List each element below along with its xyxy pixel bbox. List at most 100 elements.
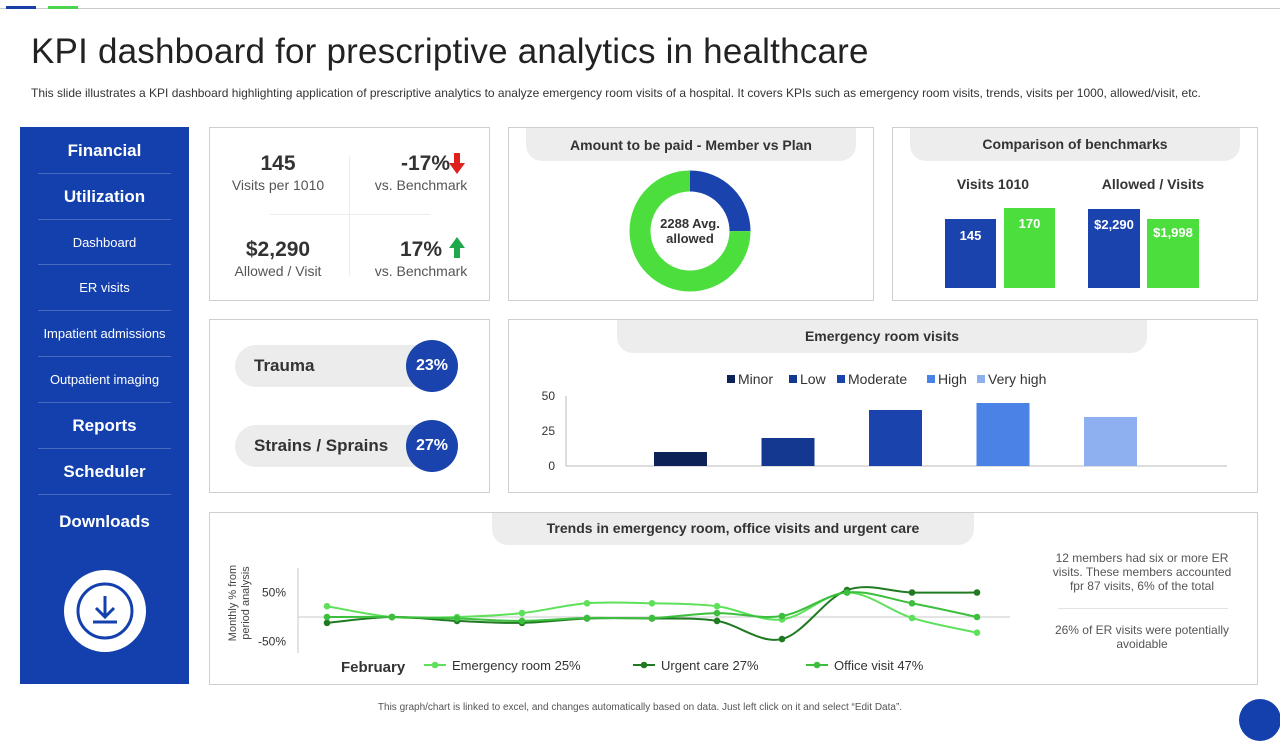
data-point: [453, 615, 461, 622]
y-tick-label: 0: [548, 459, 555, 473]
arrow-down-icon: [449, 153, 465, 174]
legend-swatch: [789, 375, 797, 383]
legend-label: High: [938, 371, 967, 387]
data-point: [973, 613, 981, 621]
y-axis-label: Monthly % fromperiod analysis: [227, 565, 252, 641]
data-point: [583, 599, 591, 607]
benchmark-bar: [1088, 209, 1140, 288]
y-tick-label: -50%: [258, 635, 286, 649]
legend-label: Very high: [988, 371, 1046, 387]
legend-label: Office visit 47%: [834, 658, 924, 673]
legend-label: Minor: [738, 371, 773, 387]
legend-label: Emergency room 25%: [452, 658, 581, 673]
sidebar-item-financial[interactable]: Financial: [67, 141, 142, 160]
data-point: [648, 614, 656, 622]
benchmarks-title: Comparison of benchmarks: [910, 128, 1240, 161]
donut-title: Amount to be paid - Member vs Plan: [526, 128, 856, 161]
data-point: [648, 599, 656, 607]
legend-swatch: [837, 375, 845, 383]
kpi-allowed-change: 17%: [399, 238, 442, 261]
data-point: [973, 589, 981, 596]
download-button[interactable]: [64, 570, 146, 652]
kpi-visits-change-label: vs. Benchmark: [374, 177, 468, 193]
legend-swatch: [727, 375, 735, 383]
kpi-visits-value: 145: [260, 152, 296, 175]
data-point: [778, 612, 786, 620]
sidebar-divider: [38, 448, 171, 449]
data-point: [518, 609, 526, 617]
donut-center-line2: allowed: [666, 231, 714, 246]
x-axis-label: February: [341, 659, 406, 676]
benchmark-group-label: Visits 1010: [956, 176, 1030, 192]
er-visits-title: Emergency room visits: [617, 320, 1147, 353]
kpi-divider-horizontal: [270, 214, 430, 215]
er-bar: [761, 438, 815, 466]
page-subtitle: This slide illustrates a KPI dashboard h…: [31, 86, 1201, 100]
y-tick-label: 50%: [262, 586, 286, 600]
data-point: [973, 629, 981, 636]
donut-slice: [629, 170, 751, 292]
sidebar-item-dashboard[interactable]: Dashboard: [72, 235, 137, 250]
benchmark-bar-label: $1,998: [1153, 225, 1193, 240]
data-point: [323, 602, 331, 610]
benchmark-bar: [945, 219, 996, 288]
data-point: [713, 602, 721, 610]
trends-title: Trends in emergency room, office visits …: [492, 513, 974, 545]
er-bar: [1084, 417, 1137, 466]
sidebar-item-downloads[interactable]: Downloads: [59, 512, 150, 531]
series-line: [326, 591, 978, 634]
sidebar-item-scheduler[interactable]: Scheduler: [63, 462, 146, 481]
data-point: [518, 617, 526, 625]
sidebar-item-er-visits[interactable]: ER visits: [79, 280, 130, 295]
benchmark-bar: [1004, 208, 1055, 288]
sidebar-divider: [38, 356, 171, 357]
kpi-allowed-change-label: vs. Benchmark: [374, 263, 468, 279]
data-point: [323, 613, 331, 621]
accent-bar-green: [48, 6, 78, 9]
legend-label: Low: [800, 371, 827, 387]
top-rule: [0, 8, 1280, 9]
data-point: [713, 617, 721, 625]
er-bar: [654, 452, 707, 466]
er-bar: [976, 403, 1030, 466]
legend-label: Moderate: [848, 371, 907, 387]
triage-label: Strains / Sprains: [254, 436, 389, 455]
donut-chart: 2288 Avg. allowed: [629, 170, 751, 292]
trends-chart: 50% -50% Monthly % fromperiod analysis Feb…: [227, 565, 1010, 676]
benchmark-bar-label: $2,290: [1094, 217, 1134, 232]
sidebar-item-reports[interactable]: Reports: [72, 416, 137, 435]
data-point: [388, 613, 396, 621]
trends-note-2: 26% of ER visits were potentially avoida…: [1054, 623, 1230, 651]
trends-panel: Trends in emergency room, office visits …: [209, 512, 1258, 685]
sidebar-divider: [38, 310, 171, 311]
kpi-visits-label: Visits per 1010: [231, 177, 325, 193]
data-point: [323, 619, 331, 627]
er-bar: [869, 410, 922, 466]
sidebar-divider: [38, 264, 171, 265]
benchmark-bar-label: 145: [959, 228, 982, 243]
download-icon: [76, 582, 134, 640]
sidebar-item-impatient-admissions[interactable]: Impatient admissions: [43, 326, 166, 341]
kpi-allowed-value: $2,290: [245, 238, 311, 261]
y-tick-label: 50: [542, 389, 556, 403]
legend-marker: [431, 661, 439, 669]
triage-value: 23%: [406, 340, 458, 392]
sidebar-item-utilization[interactable]: Utilization: [63, 187, 146, 206]
benchmark-bar: [1147, 219, 1199, 288]
corner-decoration: [1239, 699, 1280, 741]
sidebar-divider: [38, 402, 171, 403]
note-divider: [1058, 608, 1228, 609]
donut-center-line1: 2288 Avg.: [660, 216, 720, 231]
footer-note: This graph/chart is linked to excel, and…: [377, 702, 903, 713]
donut-panel: Amount to be paid - Member vs Plan 2288 …: [508, 127, 874, 301]
legend-label: Urgent care 27%: [661, 658, 759, 673]
kpi-divider-vertical: [349, 156, 350, 276]
data-point: [778, 635, 786, 643]
er-visits-panel: Emergency room visits Minor Low Moderate Hi…: [508, 319, 1258, 493]
legend-swatch: [977, 375, 985, 383]
kpi-visits-change: -17%: [400, 152, 450, 175]
data-point: [843, 589, 851, 596]
sidebar-item-outpatient-imaging[interactable]: Outpatient imaging: [49, 372, 160, 387]
triage-label: Trauma: [254, 356, 315, 375]
data-point: [908, 589, 916, 596]
